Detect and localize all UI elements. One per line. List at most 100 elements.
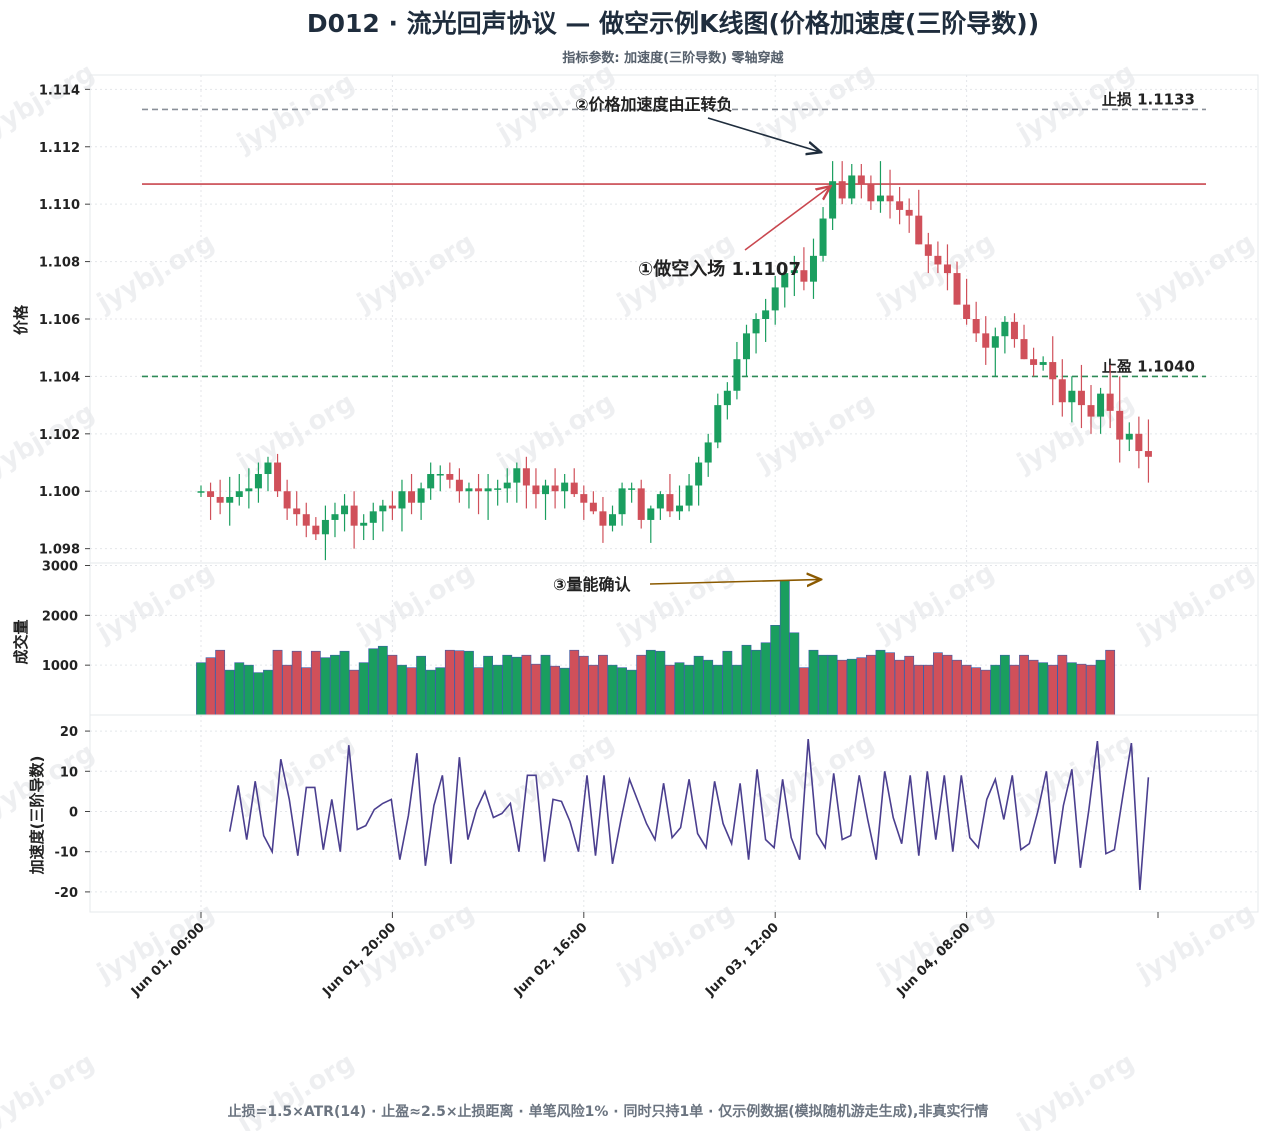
volume-axis-label: 成交量 (12, 619, 30, 664)
watermark-text: jyybj.org (1132, 898, 1260, 989)
candle-body (1144, 451, 1152, 457)
candle-body (341, 505, 349, 515)
volume-bar (885, 652, 895, 716)
volume-bar (234, 662, 245, 716)
volume-tick-label: 2000 (42, 609, 78, 624)
volume-bar (215, 649, 226, 716)
watermark-text: jyybj.org (872, 228, 1000, 319)
volume-bar (291, 650, 302, 716)
volume-bar (310, 650, 321, 716)
candle-body (589, 502, 597, 512)
volume-bar (416, 655, 427, 716)
candle-body (207, 491, 215, 497)
candle-body (1049, 362, 1057, 380)
candle-body (695, 462, 703, 486)
volume-y-ticks: 1000 2000 3000 (42, 559, 90, 674)
volume-bar (272, 649, 283, 716)
volume-bar (511, 656, 522, 716)
candle-body (1106, 393, 1114, 411)
volume-annotations: ③量能确认 (553, 575, 821, 594)
volume-bar (358, 662, 369, 716)
price-tick-label: 1.102 (39, 428, 80, 443)
volume-bar (483, 655, 493, 716)
candle-body (369, 511, 377, 523)
candle-body (896, 201, 904, 210)
candle-body (331, 514, 339, 520)
volume-bar (1019, 654, 1029, 716)
volume-bar (1095, 659, 1106, 716)
candle-body (790, 270, 798, 274)
candle-body (742, 333, 750, 360)
candle-body (762, 310, 770, 319)
candle-body (494, 488, 502, 490)
candle-body (723, 390, 731, 406)
volume-bar (999, 654, 1010, 716)
candle-body (274, 462, 282, 492)
candle-body (532, 485, 540, 495)
volume-bar (971, 667, 982, 716)
candle-body (1077, 390, 1085, 406)
volume-bar (846, 658, 857, 716)
candle-body (197, 491, 205, 493)
candle-body (809, 255, 817, 282)
candle-body (388, 505, 396, 509)
volume-bar (435, 667, 446, 716)
volume-bar (865, 654, 876, 716)
volume-bar (913, 664, 924, 716)
volume-tick-label: 1000 (42, 659, 78, 674)
candle-body (972, 319, 980, 334)
watermark-text: jyybj.org (1012, 1048, 1140, 1131)
volume-bar (636, 654, 647, 716)
price-tick-label: 1.114 (39, 83, 80, 98)
volume-tick-label: 3000 (42, 559, 78, 574)
watermark-text: jyybj.org (232, 68, 360, 159)
candle-body (733, 359, 741, 391)
candle-body (982, 333, 990, 348)
candle-body (580, 494, 588, 503)
volume-bar (961, 664, 972, 716)
candle-body (1068, 390, 1076, 403)
volume-bar (1038, 662, 1049, 716)
signal-arrow (707, 117, 821, 152)
entry-arrow (744, 186, 831, 251)
candle-body (848, 175, 856, 199)
candle-body (570, 482, 578, 495)
price-panel: 1.098 1.100 1.102 1.104 1.106 1.108 1.110 1.112… (12, 74, 1259, 912)
candle-body (905, 209, 913, 216)
volume-bar (1086, 664, 1096, 716)
volume-bar (1066, 662, 1077, 716)
price-axis-label: 价格 (12, 304, 30, 335)
candle-body (771, 287, 779, 311)
watermark-text: jyybj.org (872, 558, 1000, 649)
candle-body (216, 496, 224, 503)
volume-bar (377, 645, 388, 716)
candle-body (991, 336, 999, 348)
candle-body (1058, 379, 1066, 403)
volume-bar (464, 650, 474, 716)
volume-bar (923, 664, 934, 716)
volume-bar (932, 652, 943, 716)
chart-title: D012 · 流光回声协议 — 做空示例K线图(价格加速度(三阶导数)) (307, 9, 1039, 38)
volume-bar (492, 664, 503, 716)
candle-body (235, 491, 243, 497)
candle-body (321, 519, 329, 535)
volume-bar (617, 667, 627, 716)
candle-body (293, 508, 301, 515)
candle-body (551, 485, 559, 492)
candle-body (350, 505, 358, 526)
volume-bar (875, 649, 886, 716)
candle-body (360, 522, 368, 526)
candle-body (752, 319, 760, 334)
volume-bar (942, 654, 953, 716)
volume-bar (607, 664, 618, 716)
volume-bar (722, 650, 733, 716)
watermark-text: jyybj.org (232, 728, 360, 819)
volume-bar (665, 664, 675, 716)
candle-body (398, 491, 406, 509)
candle-body (1020, 339, 1028, 360)
candles (197, 161, 1152, 561)
indicator-panel-frame (89, 714, 1259, 913)
candle-body (283, 491, 291, 509)
watermark-text: jyybj.org (492, 388, 620, 479)
